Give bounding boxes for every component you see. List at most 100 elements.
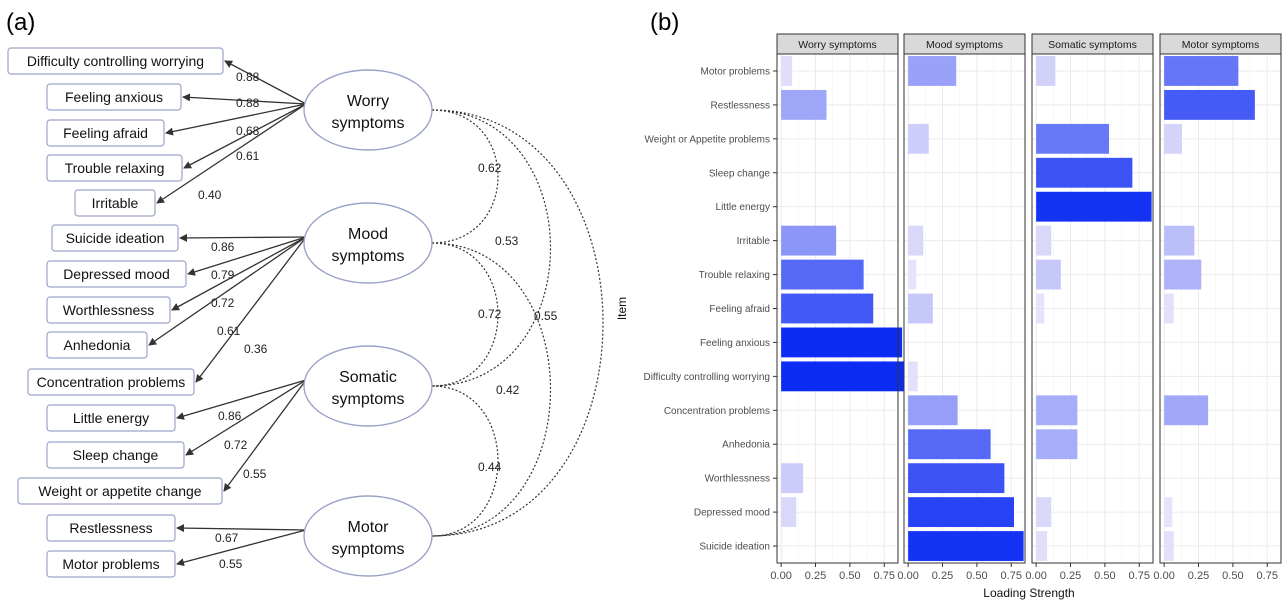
factor-label-line1: Somatic (339, 369, 397, 386)
item-box-border (46, 331, 148, 359)
loading-arrow (224, 60, 307, 105)
correlation-curve (431, 385, 499, 537)
bar (1164, 293, 1174, 324)
item-box: Depressed mood (46, 260, 187, 288)
factor-ellipse: Worry symptoms (303, 69, 433, 151)
item-box-border (27, 368, 195, 396)
y-tick-label: Sleep change (709, 168, 771, 179)
facet-panel: Worry symptoms 0.00 0.25 0.50 0.75 (770, 33, 904, 582)
bar (1036, 395, 1078, 426)
y-tick-label: Worthlessness (705, 474, 770, 485)
item-box: Irritable (74, 189, 156, 217)
bar (781, 463, 804, 494)
loading-value: 0.40 (198, 188, 222, 202)
item-box: Motor problems (46, 550, 176, 578)
item-label: Difficulty controlling worrying (27, 53, 204, 69)
correlation-value: 0.44 (478, 460, 502, 474)
panel-a-label: (a) (6, 9, 35, 36)
factor-label-line2: symptoms (332, 115, 405, 132)
item-box-border (74, 189, 156, 217)
loading-arrow (156, 103, 307, 204)
x-tick-label: 0.50 (1094, 570, 1115, 582)
item-label: Feeling afraid (63, 125, 148, 141)
y-tick-label: Depressed mood (694, 508, 770, 519)
factor-ellipse-border (303, 202, 433, 284)
correlation-value: 0.72 (478, 307, 502, 321)
item-box-border (51, 224, 179, 252)
item-box: Sleep change (46, 441, 185, 469)
item-box: Trouble relaxing (46, 154, 183, 182)
factor-ellipse-border (303, 345, 433, 427)
factor-ellipse: Somatic symptoms (303, 345, 433, 427)
facet-panel: Somatic symptoms 0.00 0.25 0.50 0.75 (1025, 33, 1154, 582)
panel-b-label: (b) (650, 9, 679, 36)
bar (781, 259, 864, 290)
loading-arrow (182, 93, 307, 105)
x-tick-label: 0.75 (1257, 570, 1278, 582)
item-box-border (46, 441, 185, 469)
y-tick-label: Suicide ideation (699, 542, 770, 553)
x-tick-label: 0.25 (1188, 570, 1209, 582)
x-tick-label: 0.25 (1060, 570, 1081, 582)
item-label: Concentration problems (37, 374, 186, 390)
bar (908, 429, 991, 460)
loading-value: 0.86 (211, 240, 235, 254)
bar (908, 361, 918, 392)
factor-ellipse: Mood symptoms (303, 202, 433, 284)
correlation-value: 0.53 (495, 234, 519, 248)
factor-label-line1: Motor (348, 519, 390, 536)
item-box: Suicide ideation (51, 224, 179, 252)
y-tick-label: Feeling afraid (709, 304, 770, 315)
loading-value: 0.55 (219, 557, 243, 571)
bar (781, 293, 874, 324)
facet-panel: Mood symptoms 0.00 0.25 0.50 0.75 (897, 33, 1026, 582)
bar (908, 259, 917, 290)
item-box-border (17, 477, 223, 505)
x-tick-label: 0.00 (770, 570, 791, 582)
x-tick-label: 0.00 (1153, 570, 1174, 582)
bar (908, 497, 1014, 528)
bar (1036, 157, 1133, 188)
loading-value: 0.72 (211, 296, 235, 310)
x-tick-label: 0.75 (1129, 570, 1150, 582)
bar (1036, 191, 1152, 222)
y-tick-label: Weight or Appetite problems (645, 134, 770, 145)
facet-strip (1159, 33, 1282, 55)
facet-title: Worry symptoms (798, 39, 877, 51)
bar (781, 89, 827, 120)
bar (781, 361, 904, 392)
y-axis-title: Item (615, 297, 629, 320)
facet-strip (903, 33, 1026, 55)
bar (1036, 56, 1056, 86)
factor-label-line2: symptoms (332, 391, 405, 408)
item-label: Restlessness (69, 520, 152, 536)
y-tick-label: Feeling anxious (700, 338, 770, 349)
loading-value: 0.72 (224, 438, 248, 452)
item-label: Trouble relaxing (65, 160, 165, 176)
bar (908, 123, 929, 154)
facet-title: Mood symptoms (926, 39, 1003, 51)
x-tick-label: 0.50 (1222, 570, 1243, 582)
item-label: Weight or appetite change (38, 483, 201, 499)
bar (908, 463, 1005, 494)
bar (1164, 123, 1182, 154)
loading-value: 0.88 (236, 96, 260, 110)
loading-arrow (223, 379, 307, 492)
loading-arrow (176, 524, 307, 533)
item-box: Difficulty controlling worrying (7, 47, 224, 75)
x-tick-label: 0.00 (1025, 570, 1046, 582)
loading-value: 0.67 (215, 531, 239, 545)
item-box-border (46, 83, 182, 111)
bar (1036, 123, 1109, 154)
y-tick-label: Motor problems (701, 66, 770, 77)
bar (908, 89, 910, 120)
item-box: Feeling afraid (46, 119, 165, 147)
y-tick-label: Concentration problems (664, 406, 770, 417)
bar (1164, 497, 1173, 528)
y-tick-label: Anhedonia (722, 440, 770, 451)
y-tick-label: Trouble relaxing (699, 270, 770, 281)
factor-label-line1: Mood (348, 226, 388, 243)
item-label: Sleep change (73, 447, 159, 463)
bar (908, 293, 933, 324)
